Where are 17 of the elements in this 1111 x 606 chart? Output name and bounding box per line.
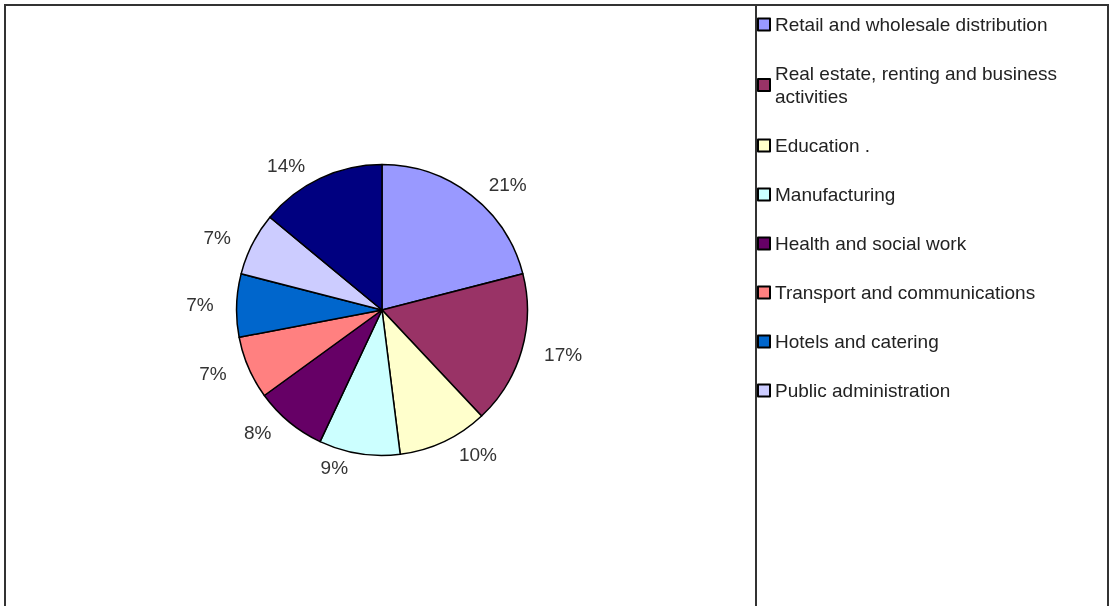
- data-label: 7%: [186, 294, 214, 316]
- data-label: 8%: [243, 422, 272, 444]
- legend-label: Health and social work: [775, 233, 967, 254]
- data-label: 9%: [320, 456, 349, 478]
- data-label: 21%: [488, 173, 527, 195]
- data-label: 7%: [203, 227, 232, 249]
- legend-label: Retail and wholesale distribution: [775, 14, 1048, 35]
- legend-label: Education .: [775, 135, 871, 156]
- legend-label: Public administration: [775, 380, 951, 401]
- legend-label: Real estate, renting and business activities: [775, 63, 1063, 107]
- data-label: 14%: [267, 155, 306, 177]
- legend-label: Hotels and catering: [775, 331, 939, 352]
- data-label: 10%: [458, 443, 498, 465]
- data-label: 7%: [199, 362, 227, 384]
- legend-label: Manufacturing: [775, 184, 896, 205]
- data-label: 17%: [544, 343, 583, 365]
- legend-label: Transport and communications: [775, 282, 1036, 303]
